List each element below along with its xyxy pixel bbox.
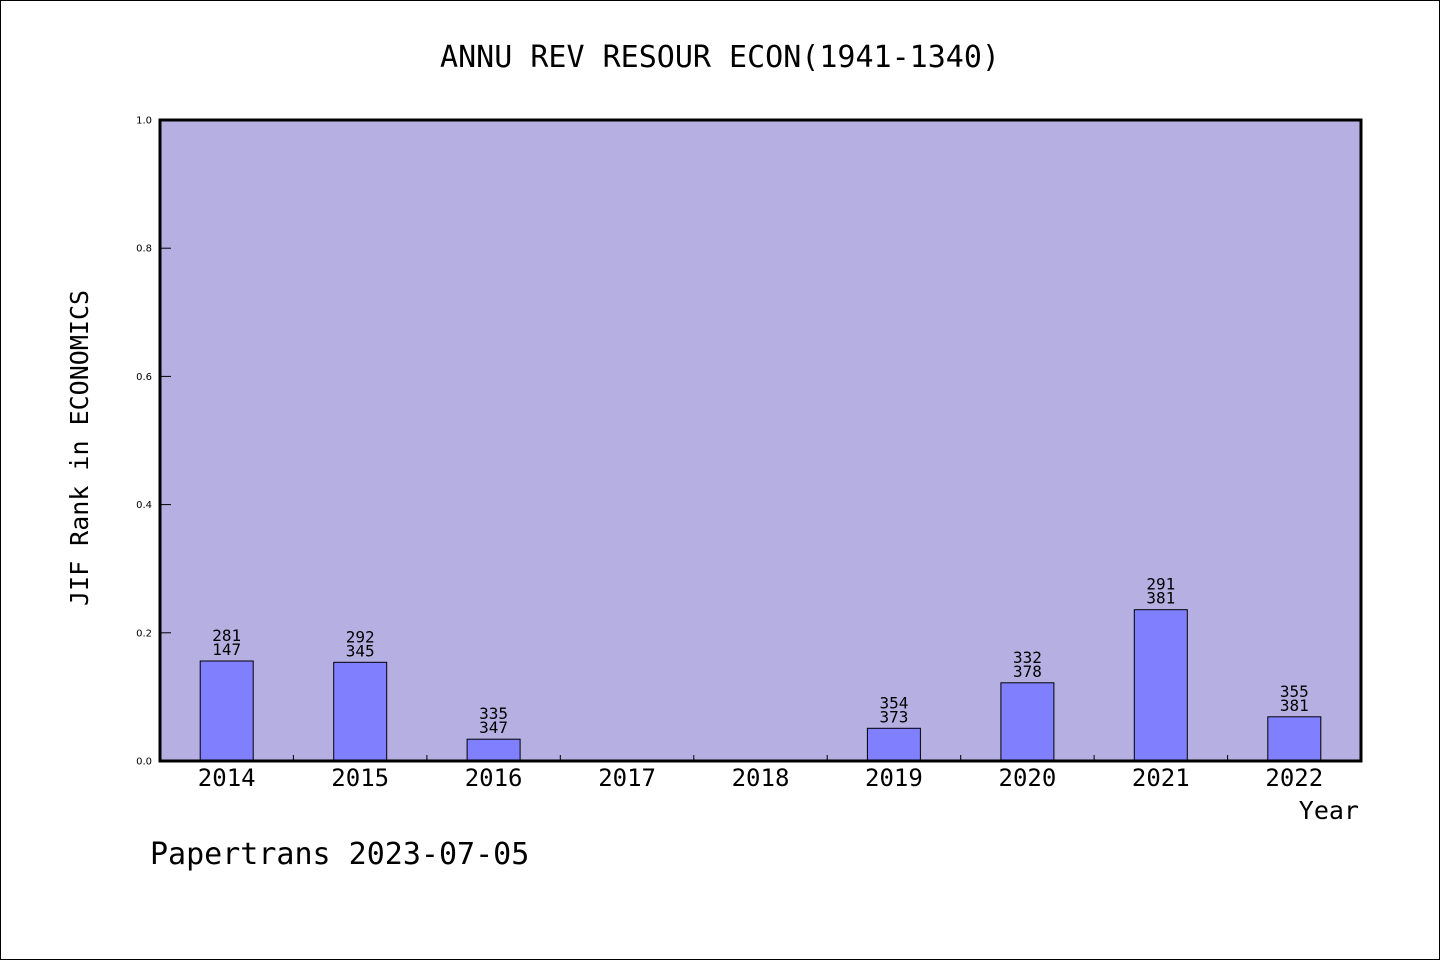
chart-title: ANNU REV RESOUR ECON(1941-1340): [440, 40, 1000, 75]
x-tick-label-2022: 2022: [1265, 764, 1323, 792]
plot-border: [158, 118, 1363, 763]
bar-label-2016-1: 335: [479, 704, 508, 723]
x-tick-label-2014: 2014: [198, 764, 256, 792]
x-tick-label-2016: 2016: [465, 764, 523, 792]
bar-label-2021-2: 381: [1146, 589, 1175, 608]
bar-label-2020-2: 378: [1013, 662, 1042, 681]
x-tick-label-2015: 2015: [331, 764, 389, 792]
y-tick-label-0.4: 0.4: [136, 500, 152, 511]
bar-2015: [333, 661, 388, 762]
bar-labels: 2811472923453353473543733323782913813553…: [212, 575, 1309, 738]
bar-2021: [1133, 609, 1188, 762]
bar-label-2020-1: 332: [1013, 648, 1042, 667]
x-axis-title: Year: [1299, 796, 1359, 825]
x-tick-label-2017: 2017: [598, 764, 656, 792]
bar-2016: [466, 738, 521, 762]
bar-label-2015-1: 292: [346, 627, 375, 646]
bar-label-2022-1: 355: [1280, 682, 1309, 701]
bar-label-2014-2: 147: [212, 640, 241, 659]
x-tick-label-2019: 2019: [865, 764, 923, 792]
y-tick-label-0.0: 0.0: [136, 757, 152, 768]
bar-2014: [199, 660, 254, 762]
y-axis-title: JIF Rank in ECONOMICS: [65, 290, 94, 606]
bar-label-2016-2: 347: [479, 718, 508, 737]
bar-2020: [1000, 682, 1055, 762]
x-tick-label-2018: 2018: [732, 764, 790, 792]
y-tick-label-1.0: 1.0: [136, 116, 152, 127]
x-axis: 2014 2015 2016 2017 2018 2019 2020 2021 2022: [198, 755, 1323, 792]
x-tick-label-2020: 2020: [999, 764, 1057, 792]
y-tick-label-0.2: 0.2: [136, 628, 152, 639]
y-tick-label-0.8: 0.8: [136, 244, 152, 255]
bar-label-2019-1: 354: [879, 693, 908, 712]
bar-label-2019-2: 373: [879, 707, 908, 726]
x-tick-label-2021: 2021: [1132, 764, 1190, 792]
bar-label-2014-1: 281: [212, 626, 241, 645]
bar-label-2021-1: 291: [1146, 575, 1175, 594]
y-tick-label-0.6: 0.6: [136, 372, 152, 383]
bar-2022: [1267, 716, 1322, 762]
bar-2019: [866, 727, 921, 762]
footer-credit: Papertrans 2023-07-05: [150, 837, 529, 872]
bar-label-2015-2: 345: [346, 641, 375, 660]
y-axis: 0.0 0.2 0.4 0.6 0.8 1.0: [136, 116, 171, 768]
bar-label-2022-2: 381: [1280, 696, 1309, 715]
bars: [199, 609, 1322, 762]
